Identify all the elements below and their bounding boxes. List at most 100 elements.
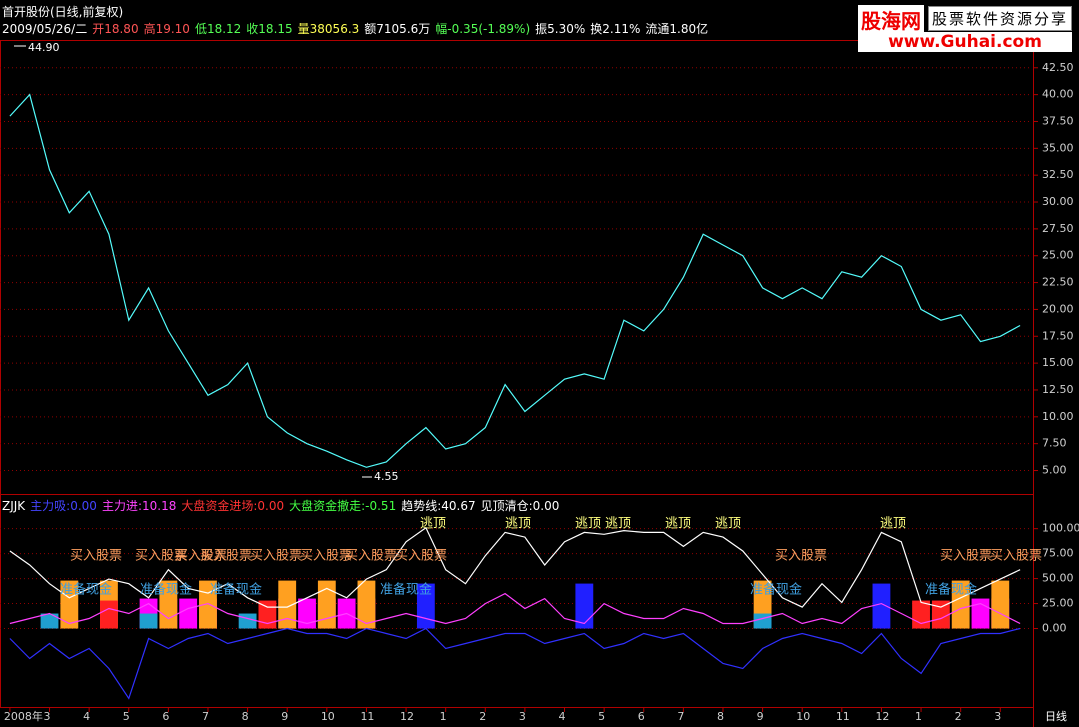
x-tick-label: 2 [479, 710, 486, 723]
signal-bar [298, 598, 316, 629]
x-tick-label: 1 [440, 710, 447, 723]
x-tick-label: 5 [598, 710, 605, 723]
x-tick-label: 3 [994, 710, 1001, 723]
x-tick-label: 5 [123, 710, 130, 723]
y-tick-label: 10.00 [1042, 410, 1074, 423]
watermark-slogan: 股票软件资源分享 [928, 6, 1073, 31]
quote-item: 振5.30% [535, 22, 586, 36]
x-tick-label: 2 [955, 710, 962, 723]
indicator-legend: ZJJK 主力吸:0.00 主力进:10.18 大盘资金进场:0.00 大盘资金撤走:-… [2, 497, 564, 514]
max-annotation: 44.90 [28, 41, 60, 54]
x-tick-label: 7 [677, 710, 684, 723]
signal-label: 买入股票 [135, 549, 187, 564]
y-tick-label: 5.00 [1042, 464, 1067, 477]
x-tick-label: 12 [875, 710, 889, 723]
quote-line: 2009/05/26/二 开18.80 高19.10 低18.12 收18.15 量380… [2, 20, 713, 37]
legend-item: 主力吸:0.00 [30, 499, 97, 513]
y-tick-label: 25.00 [1042, 249, 1074, 262]
quote-item: 量38056.3 [297, 22, 360, 36]
x-tick-label: 9 [281, 710, 288, 723]
x-tick-label: 3 [44, 710, 51, 723]
series-line [9, 93, 1021, 468]
y-tick-label: 35.00 [1042, 141, 1074, 154]
signal-label: 准备现金 [140, 582, 192, 598]
signal-label: 买入股票 [940, 549, 992, 564]
period-label: 日线 [1045, 709, 1067, 723]
signal-bar [872, 583, 891, 629]
y-tick-label: 100.00 [1042, 522, 1079, 535]
signal-label: 准备现金 [60, 582, 112, 598]
y-tick-label: 7.50 [1042, 437, 1067, 450]
quote-item: 高19.10 [143, 22, 190, 36]
signal-label: 逃顶 [880, 517, 906, 532]
signal-label: 买入股票 [200, 549, 252, 564]
y-tick-label: 20.00 [1042, 302, 1074, 315]
legend-item: 见顶清仓:0.00 [480, 499, 560, 513]
x-tick-label: 2008年 [4, 709, 43, 723]
y-tick-label: 50.00 [1042, 572, 1074, 585]
signal-label: 准备现金 [925, 582, 977, 598]
y-tick-label: 25.00 [1042, 597, 1074, 610]
signal-bar [139, 613, 158, 629]
x-tick-label: 8 [242, 710, 249, 723]
signal-label: 买入股票 [395, 549, 447, 564]
signal-bar [575, 583, 594, 629]
signal-label: 准备现金 [210, 582, 262, 598]
signal-bar [951, 580, 970, 629]
legend-item: 趋势线:40.67 [401, 499, 476, 513]
y-tick-label: 32.50 [1042, 168, 1074, 181]
signal-label: 买入股票 [300, 549, 352, 564]
signal-bar [912, 600, 930, 629]
x-tick-label: 4 [83, 710, 90, 723]
quote-item: 流通1.80亿 [645, 22, 709, 36]
signal-bar [991, 580, 1010, 629]
x-tick-label: 6 [162, 710, 169, 723]
x-tick-label: 9 [757, 710, 764, 723]
legend-item: ZJJK [2, 499, 26, 513]
panel-frame [0, 40, 1034, 495]
quote-item: 幅-0.35(-1.89%) [435, 22, 531, 36]
signal-label: 逃顶 [605, 517, 631, 532]
signal-label: 准备现金 [380, 582, 432, 598]
signal-label: 逃顶 [665, 517, 691, 532]
x-tick-label: 3 [519, 710, 526, 723]
quote-item: 2009/05/26/二 [2, 22, 88, 36]
legend-item: 大盘资金进场:0.00 [181, 499, 285, 513]
stock-title: 首开股份(日线,前复权) [2, 5, 124, 19]
signal-label: 买入股票 [250, 549, 302, 564]
signal-bar [753, 613, 772, 629]
signal-bar [357, 580, 376, 629]
x-tick-label: 11 [836, 710, 850, 723]
min-annotation: 4.55 [374, 470, 399, 483]
x-tick-label: 6 [638, 710, 645, 723]
signal-bar [179, 598, 198, 629]
quote-item: 开18.80 [92, 22, 139, 36]
x-tick-label: 10 [321, 710, 335, 723]
quote-item: 低18.12 [194, 22, 242, 36]
x-tick-label: 12 [400, 710, 414, 723]
signal-bar [238, 613, 257, 629]
signal-bar [278, 580, 297, 629]
signal-bar [100, 600, 118, 629]
y-tick-label: 37.50 [1042, 114, 1074, 127]
x-tick-label: 11 [360, 710, 374, 723]
y-tick-label: 0.00 [1042, 622, 1067, 635]
y-tick-label: 22.50 [1042, 276, 1074, 289]
y-tick-label: 75.00 [1042, 547, 1074, 560]
y-tick-label: 17.50 [1042, 329, 1074, 342]
signal-bar [60, 580, 79, 629]
signal-bar [931, 600, 950, 629]
signal-label: 买入股票 [70, 549, 122, 564]
y-tick-label: 27.50 [1042, 222, 1074, 235]
series-line [9, 526, 1021, 608]
signal-label: 逃顶 [715, 517, 741, 532]
signal-label: 买入股票 [175, 549, 227, 564]
signal-label: 买入股票 [775, 549, 827, 564]
signal-label: 准备现金 [750, 582, 802, 598]
x-tick-label: 1 [915, 710, 922, 723]
signal-label: 逃顶 [575, 517, 601, 532]
x-tick-label: 10 [796, 710, 810, 723]
signal-bar [317, 580, 336, 629]
